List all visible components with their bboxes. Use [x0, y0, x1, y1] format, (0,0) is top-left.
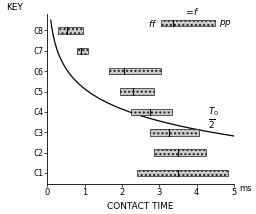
Text: $T_0$
$\overline{2}$: $T_0$ $\overline{2}$ — [208, 105, 219, 131]
Text: KEY: KEY — [6, 3, 23, 12]
Text: $ff$: $ff$ — [148, 18, 157, 29]
Text: ms: ms — [240, 184, 252, 193]
X-axis label: CONTACT TIME: CONTACT TIME — [107, 202, 174, 211]
Text: $pp$: $pp$ — [219, 18, 232, 29]
Text: $=\!f$: $=\!f$ — [184, 6, 200, 17]
